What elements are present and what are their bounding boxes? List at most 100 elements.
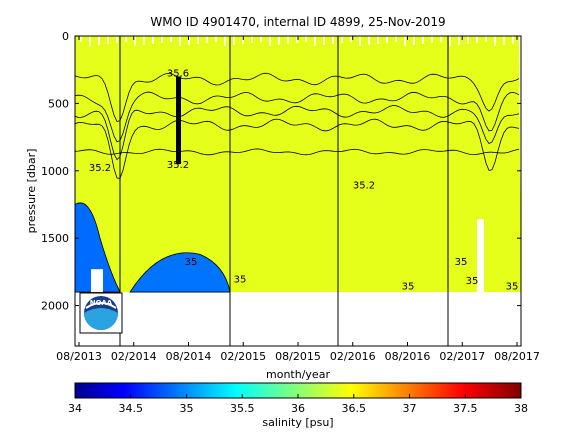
surface-gap bbox=[197, 36, 199, 44]
surface-gap bbox=[422, 36, 424, 44]
surface-gap bbox=[386, 36, 388, 43]
surface-gap bbox=[503, 36, 505, 45]
surface-gap bbox=[494, 36, 496, 46]
surface-gap bbox=[269, 36, 271, 46]
dense-contour-feature bbox=[176, 76, 181, 165]
surface-gap bbox=[251, 36, 253, 43]
surface-gap bbox=[107, 36, 109, 44]
x-tick-label: 08/2015 bbox=[275, 350, 321, 363]
data-gap bbox=[91, 269, 103, 293]
surface-gap bbox=[458, 36, 460, 45]
no-data-region bbox=[75, 292, 521, 346]
colorbar-tick-label: 34.5 bbox=[119, 402, 144, 415]
surface-gap bbox=[278, 36, 280, 45]
surface-gap bbox=[476, 36, 478, 43]
surface-gap bbox=[179, 36, 181, 46]
x-tick-label: 02/2015 bbox=[220, 350, 266, 363]
colorbar-tick-label: 37.5 bbox=[453, 402, 478, 415]
deep-low-salinity-region bbox=[129, 252, 231, 293]
y-axis-title: pressure [dbar] bbox=[25, 149, 38, 234]
deep-low-salinity-region bbox=[75, 202, 121, 293]
contour-label: 35.2 bbox=[167, 160, 189, 171]
colorbar-tick-label: 35.5 bbox=[230, 402, 255, 415]
contour-label: 35.2 bbox=[353, 180, 375, 191]
y-tick-label: 1000 bbox=[41, 165, 69, 178]
surface-gap bbox=[323, 36, 325, 45]
noaa-logo: NOAA bbox=[79, 292, 123, 334]
surface-gap bbox=[440, 36, 442, 42]
chart-title: WMO ID 4901470, internal ID 4899, 25-Nov… bbox=[150, 15, 445, 29]
surface-gap bbox=[152, 36, 154, 44]
colorbar-tick-label: 38 bbox=[514, 402, 528, 415]
colorbar-label: salinity [psu] bbox=[262, 416, 333, 429]
salinity-layer bbox=[75, 36, 521, 293]
contour-label: 35 bbox=[455, 257, 468, 268]
surface-gap bbox=[395, 36, 397, 42]
y-axis: 0 500 1000 1500 2000 bbox=[41, 30, 521, 313]
surface-gap bbox=[260, 36, 262, 42]
y-tick-label: 1500 bbox=[41, 232, 69, 245]
colorbar-tick-label: 36.5 bbox=[342, 402, 367, 415]
x-axis: 08/2013 02/2014 08/2014 02/2015 08/2015 02/20… bbox=[56, 36, 540, 363]
contour-label: 35 bbox=[506, 281, 519, 292]
surface-gap bbox=[224, 36, 226, 46]
surface-gap bbox=[287, 36, 289, 44]
surface-gap bbox=[359, 36, 361, 46]
contour-label: 35 bbox=[234, 275, 247, 286]
surface-gap bbox=[512, 36, 514, 44]
colorbar-ticks: 34 34.5 35 35.5 36 36.5 37 37.5 38 bbox=[68, 394, 528, 415]
x-tick-label: 08/2017 bbox=[494, 350, 540, 363]
y-tick-label: 500 bbox=[48, 97, 69, 110]
surface-gap bbox=[413, 36, 415, 45]
x-tick-label: 02/2014 bbox=[111, 350, 157, 363]
x-tick-label: 08/2014 bbox=[166, 350, 212, 363]
surface-gap bbox=[125, 36, 127, 42]
colorbar-tick-label: 36 bbox=[291, 402, 305, 415]
surface-gap bbox=[206, 36, 208, 43]
noaa-logo-text: NOAA bbox=[90, 299, 113, 307]
surface-gap bbox=[341, 36, 343, 43]
surface-gap bbox=[143, 36, 145, 45]
y-tick-label: 2000 bbox=[41, 300, 69, 313]
x-tick-label: 08/2016 bbox=[385, 350, 431, 363]
contour-labels: 35.6 35.2 35.2 35.2 35 35 35 35 35 35 bbox=[89, 68, 519, 292]
contour-line bbox=[75, 72, 520, 122]
surface-gap bbox=[377, 36, 379, 44]
contour-label: 35 bbox=[185, 257, 198, 268]
surface-gap bbox=[161, 36, 163, 43]
contour-label: 35 bbox=[466, 276, 479, 287]
contour-label: 35 bbox=[402, 281, 415, 292]
contour-label: 35.6 bbox=[167, 68, 189, 79]
surface-gap bbox=[350, 36, 352, 42]
contour-label: 35.2 bbox=[89, 163, 111, 174]
surface-gap bbox=[467, 36, 469, 44]
colorbar-tick-label: 35 bbox=[180, 402, 194, 415]
colorbar-tick-label: 34 bbox=[68, 402, 82, 415]
data-gap bbox=[477, 219, 484, 293]
surface-gap bbox=[332, 36, 334, 44]
surface-gap bbox=[449, 36, 451, 46]
plot-area bbox=[75, 36, 521, 346]
colorbar: 34 34.5 35 35.5 36 36.5 37 37.5 38 salinity [psu… bbox=[68, 382, 528, 429]
surface-gap bbox=[80, 36, 82, 42]
surface-gap bbox=[134, 36, 136, 46]
surface-gap bbox=[98, 36, 100, 45]
surface-gap bbox=[485, 36, 487, 42]
y-tick-label: 0 bbox=[62, 30, 69, 43]
surface-gap bbox=[233, 36, 235, 45]
surface-gap bbox=[89, 36, 91, 46]
x-axis-title: month/year bbox=[266, 368, 330, 381]
contour-lines bbox=[75, 72, 520, 179]
colorbar-tick-label: 37 bbox=[403, 402, 417, 415]
surface-gap bbox=[116, 36, 118, 43]
surface-gap bbox=[170, 36, 172, 42]
salinity-layers bbox=[75, 36, 521, 346]
contour-line bbox=[75, 105, 520, 161]
contour-line bbox=[75, 91, 520, 143]
contour-line bbox=[75, 148, 520, 156]
x-tick-label: 02/2016 bbox=[330, 350, 376, 363]
surface-gap bbox=[305, 36, 307, 42]
surface-gap bbox=[314, 36, 316, 46]
x-tick-label: 08/2013 bbox=[56, 350, 102, 363]
